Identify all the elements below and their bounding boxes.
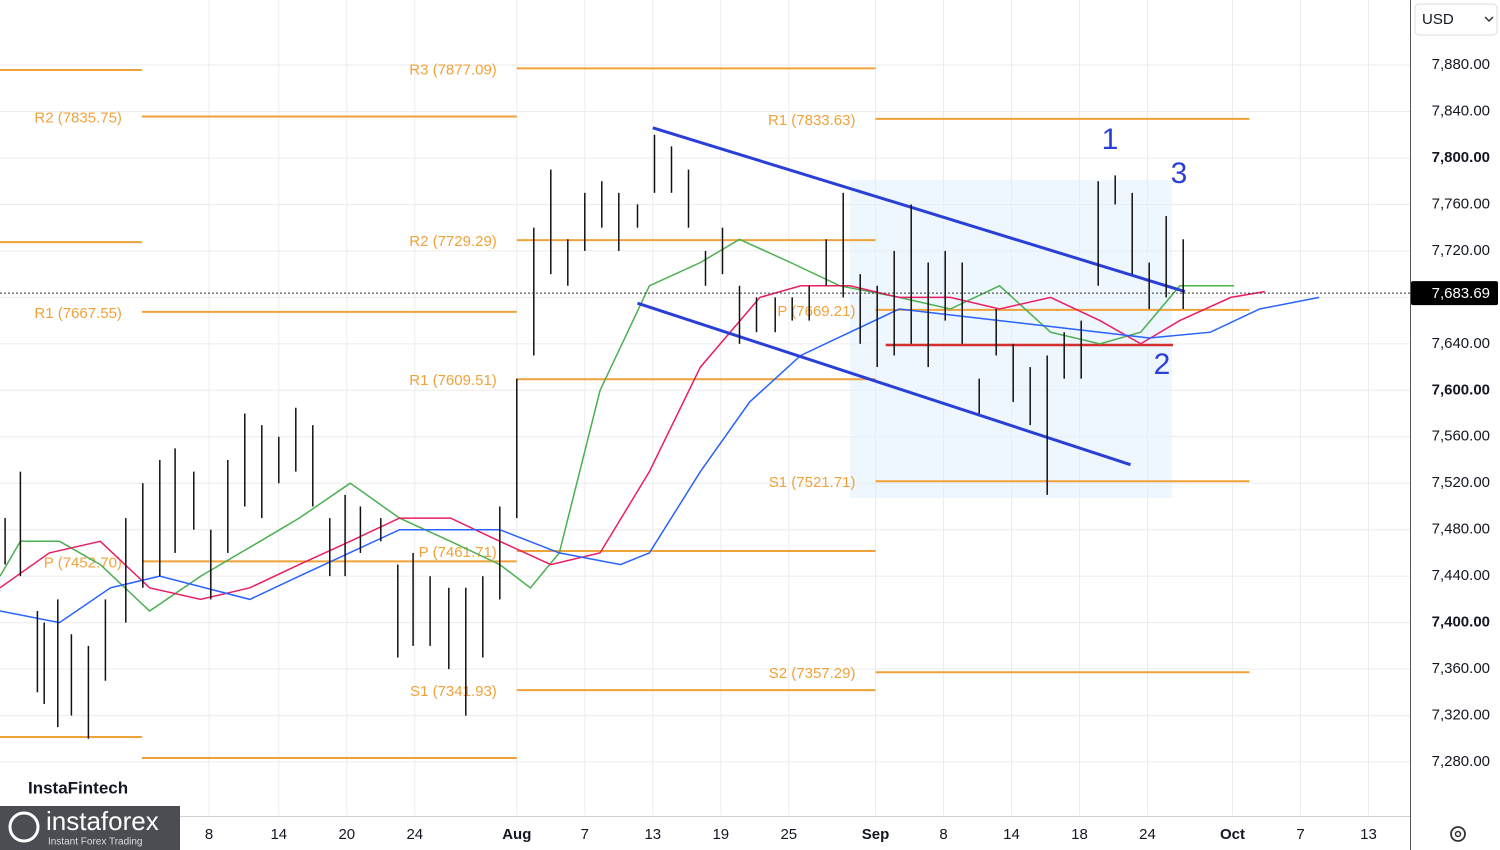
annotation: 2 [1154,348,1171,381]
last-price-box [1411,281,1498,306]
currency-box[interactable] [1414,3,1498,36]
trendline [637,301,1131,467]
x-tick-label: 18 [1071,826,1088,843]
pivot-label: R1 (7833.63) [768,112,856,129]
y-tick-label: 7,360.00 [1432,660,1490,677]
logo-icon [8,811,40,843]
pivot-label: S1 (7341.93) [410,683,497,700]
logo: instaforex [46,806,159,836]
pivot-label: S1 (7521.71) [769,474,856,491]
annotation: 1 [1102,123,1119,156]
x-tick-label: 8 [205,826,213,843]
gear-center [1454,830,1462,838]
grid [0,0,1410,815]
y-tick-label: 7,280.00 [1432,753,1490,770]
x-tick-label: 19 [712,826,729,843]
time-axis-bg [0,816,1410,850]
moving-average [0,285,1265,601]
pivot-label: R2 (7835.75) [34,109,122,126]
y-tick-label: 7,720.00 [1432,242,1490,259]
x-tick-label: 7 [1296,826,1304,843]
x-tick-label: 8 [939,826,947,843]
last-price-label: 7,683.69 [1432,285,1490,302]
y-tick-label: 7,760.00 [1432,195,1490,212]
x-tick-label: 14 [270,826,287,843]
y-tick-label: 7,520.00 [1432,474,1490,491]
x-tick-label: 13 [644,826,661,843]
x-tick-label: 7 [581,826,589,843]
y-tick-label: 7,600.00 [1432,381,1490,398]
settings[interactable] [1450,826,1466,842]
y-tick-label: 7,440.00 [1432,567,1490,584]
watermark: InstaFintech [28,778,128,797]
pivot-label: S2 (7357.29) [769,665,856,682]
currency-select[interactable]: USD [1414,3,1498,36]
price-axis-bg [1410,0,1500,850]
axes: 7,280.00 7,320.00 7,360.00 7,400.00 7,440.00… [205,56,1498,843]
x-tick-label: Oct [1220,826,1245,843]
gear-icon[interactable] [1450,826,1466,842]
volume-profile-area [850,180,1172,498]
y-tick-label: 7,400.00 [1432,614,1490,631]
pivot-label: P (7669.21) [777,303,855,320]
y-tick-label: 7,320.00 [1432,707,1490,724]
y-tick-label: 7,640.00 [1432,335,1490,352]
y-tick-label: 7,840.00 [1432,102,1490,119]
x-tick-label: Aug [502,826,531,843]
trendline [652,126,1186,294]
y-tick-label: 7,800.00 [1432,149,1490,166]
x-tick-label: 24 [1139,826,1156,843]
chevron [1484,16,1494,23]
plot: R2 (7835.75) R1 (7667.55) P (7452.70) R3 (7… [0,61,1410,759]
x-tick-label: 24 [406,826,423,843]
x-tick-label: 20 [338,826,355,843]
x-tick-label: 25 [780,826,797,843]
y-tick-label: 7,880.00 [1432,56,1490,73]
annotation: 3 [1171,157,1188,190]
logo-tagline: Instant Forex Trading [48,837,143,848]
x-tick-label: Sep [862,826,890,843]
pivot-label: R1 (7609.51) [409,372,497,389]
pivot-label: R2 (7729.29) [409,233,497,250]
x-tick-label: 13 [1360,826,1377,843]
pivot-label: P (7452.70) [44,554,122,571]
y-tick-label: 7,480.00 [1432,521,1490,538]
currency-label[interactable]: USD [1422,11,1454,28]
moving-average [0,296,1320,624]
pivot-label: R3 (7877.09) [409,61,497,78]
watermark-bg [18,772,142,804]
pivot-label: R1 (7667.55) [34,305,122,322]
pivot-label: P (7461.71) [419,544,497,561]
y-tick-label: 7,560.00 [1432,428,1490,445]
x-tick-label: 14 [1003,826,1020,843]
